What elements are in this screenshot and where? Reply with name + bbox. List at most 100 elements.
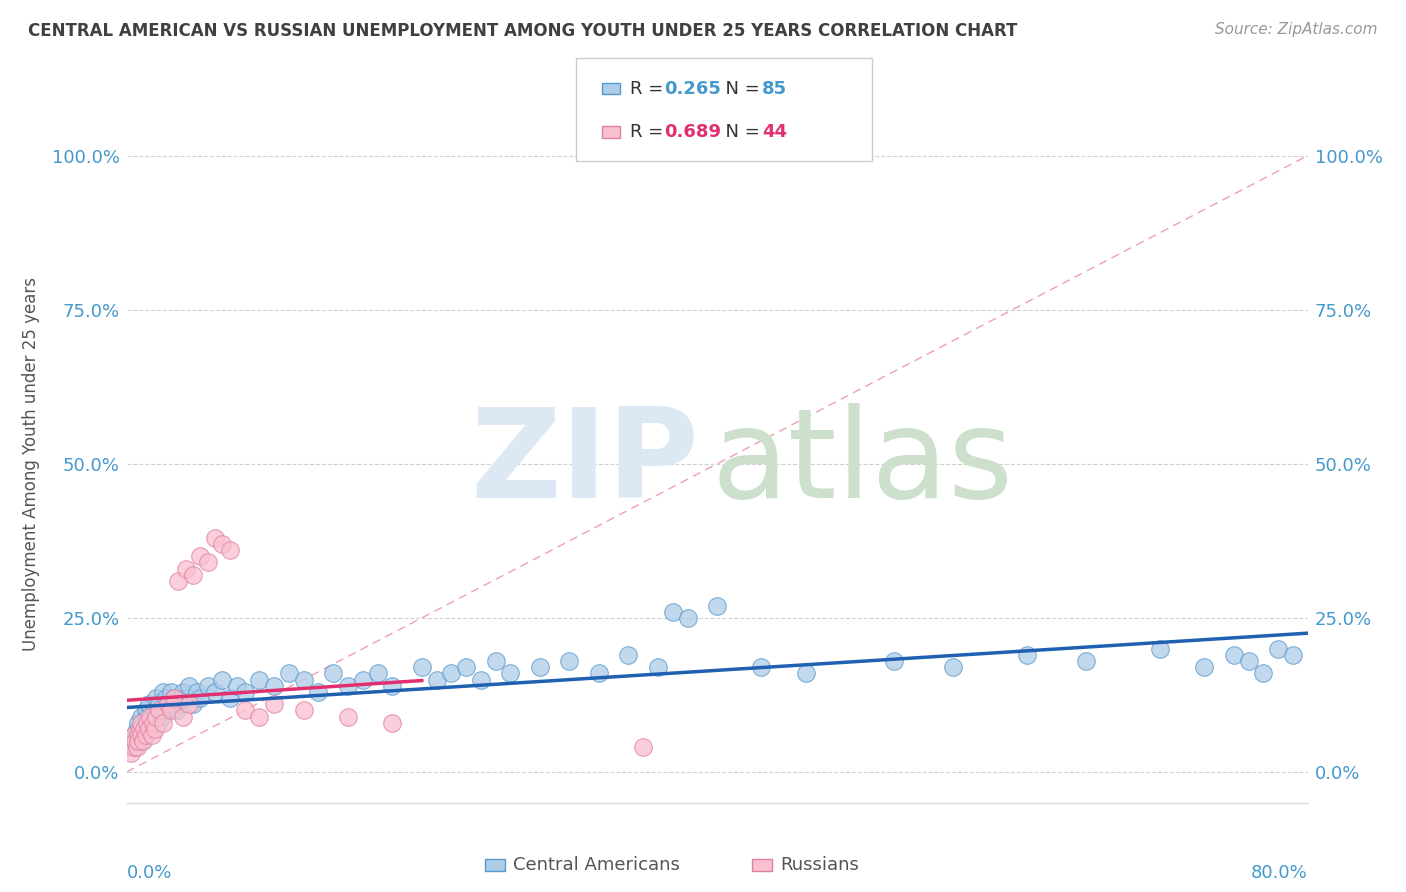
Point [138,722,160,736]
Point [129,709,153,723]
Point [135,703,157,717]
Point [138,697,160,711]
Point [706,599,728,613]
Point [132,734,155,748]
Point [1222,648,1246,662]
Point [136,709,159,723]
Text: 44: 44 [762,123,787,141]
Point [337,709,360,723]
Point [197,679,219,693]
Point [188,549,211,564]
Point [174,561,197,575]
Text: Central Americans: Central Americans [513,856,681,874]
Point [794,666,817,681]
Point [118,740,141,755]
Point [751,660,773,674]
Point [381,679,404,693]
Point [142,715,165,730]
Point [141,728,163,742]
Text: N =: N = [714,123,766,141]
Point [120,747,142,761]
Point [159,685,183,699]
Point [143,703,166,717]
Point [219,543,242,558]
Point [141,709,163,723]
Point [153,703,176,717]
Text: R =: R = [630,79,669,97]
Point [1017,648,1039,662]
Point [167,574,190,588]
Point [122,728,145,742]
Point [156,697,179,711]
Point [134,722,156,736]
Point [186,685,208,699]
Text: CENTRAL AMERICAN VS RUSSIAN UNEMPLOYMENT AMONG YOUTH UNDER 25 YEARS CORRELATION : CENTRAL AMERICAN VS RUSSIAN UNEMPLOYMENT… [28,22,1018,40]
Point [278,666,301,681]
Point [152,715,174,730]
Point [129,722,153,736]
Point [647,660,669,674]
Point [149,703,172,717]
Point [1076,654,1098,668]
Point [425,673,447,687]
Text: 80.0%: 80.0% [1251,863,1308,882]
Point [211,673,233,687]
Point [122,728,145,742]
Point [148,697,170,711]
Point [307,685,329,699]
Point [942,660,965,674]
Point [150,709,173,723]
Point [139,722,162,736]
Point [366,666,388,681]
Point [558,654,581,668]
Point [125,740,148,755]
Point [292,703,315,717]
Point [155,691,177,706]
Point [145,691,167,706]
Text: 0.0%: 0.0% [127,863,172,882]
Point [181,697,204,711]
Point [883,654,905,668]
Point [226,679,249,693]
Point [470,673,492,687]
Point [484,654,508,668]
Point [135,728,157,742]
Point [129,715,153,730]
Point [127,728,149,742]
Text: ZIP: ZIP [471,403,699,524]
Text: 0.265: 0.265 [664,79,720,97]
Point [122,740,145,755]
Point [127,734,149,748]
Point [1192,660,1215,674]
Point [159,703,183,717]
Y-axis label: Unemployment Among Youth under 25 years: Unemployment Among Youth under 25 years [22,277,41,651]
Point [136,715,159,730]
Point [142,715,165,730]
Point [148,703,170,717]
Point [676,611,699,625]
Point [1237,654,1260,668]
Point [127,734,149,748]
Point [588,666,610,681]
Point [1282,648,1305,662]
Point [337,679,360,693]
Point [381,715,404,730]
Text: 85: 85 [762,79,787,97]
Point [134,728,156,742]
Point [197,556,219,570]
Point [129,734,153,748]
Point [188,691,211,706]
Point [163,691,186,706]
Point [352,673,374,687]
Point [121,734,143,748]
Point [529,660,551,674]
Point [145,709,167,723]
Point [411,660,433,674]
Point [128,728,150,742]
Point [128,722,150,736]
Point [204,685,226,699]
Point [661,605,683,619]
Point [263,679,285,693]
Text: N =: N = [714,79,766,97]
Point [219,691,242,706]
